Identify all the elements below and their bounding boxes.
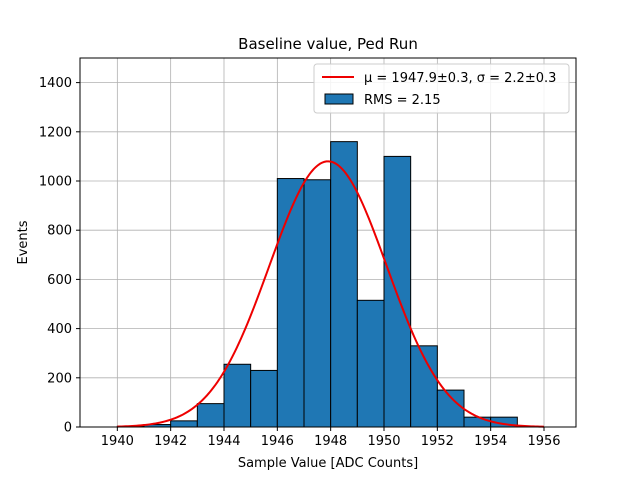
x-tick-label: 1950 bbox=[367, 434, 400, 449]
gaussian-fit-curve bbox=[117, 160, 545, 428]
legend-box bbox=[313, 63, 570, 114]
x-axis-ticks: 1940 1942 1944 1946 1948 1950 1952 1954 1956 bbox=[101, 427, 561, 449]
histogram-bar bbox=[250, 369, 278, 428]
histogram-bar bbox=[436, 389, 465, 428]
histogram-bar bbox=[223, 363, 252, 428]
x-tick-label: 1948 bbox=[314, 434, 347, 449]
y-tick-label: 400 bbox=[47, 322, 72, 337]
axes-frame bbox=[79, 57, 577, 428]
y-tick-label: 0 bbox=[64, 421, 72, 436]
y-tick-label: 800 bbox=[47, 224, 72, 239]
y-tick-label: 1200 bbox=[39, 125, 72, 140]
x-tick-label: 1942 bbox=[154, 434, 187, 449]
histogram-bar bbox=[276, 178, 305, 428]
histogram-bar bbox=[463, 416, 492, 428]
y-axis-label: Events bbox=[16, 220, 31, 264]
y-tick-label: 200 bbox=[47, 371, 72, 386]
y-tick-label: 1400 bbox=[39, 76, 72, 91]
y-axis-ticks: 0 200 400 600 800 1000 1200 1400 bbox=[39, 76, 80, 436]
histogram-bar bbox=[303, 179, 332, 428]
x-axis-label: Sample Value [ADC Counts] bbox=[238, 456, 418, 471]
histogram-bar bbox=[170, 420, 198, 428]
histogram-bar bbox=[383, 155, 412, 428]
y-tick-label: 1000 bbox=[39, 175, 72, 190]
histogram-bar bbox=[196, 403, 225, 428]
x-tick-label: 1940 bbox=[101, 434, 134, 449]
x-tick-label: 1946 bbox=[261, 434, 294, 449]
legend-fit-label: μ = 1947.9±0.3, σ = 2.2±0.3 bbox=[364, 71, 556, 86]
x-tick-label: 1956 bbox=[527, 434, 560, 449]
x-tick-label: 1954 bbox=[474, 434, 507, 449]
fit-curve-group bbox=[117, 160, 545, 428]
x-tick-label: 1952 bbox=[421, 434, 454, 449]
legend: μ = 1947.9±0.3, σ = 2.2±0.3 RMS = 2.15 bbox=[313, 63, 570, 114]
y-tick-label: 600 bbox=[47, 273, 72, 288]
x-tick-label: 1944 bbox=[207, 434, 240, 449]
chart-title: Baseline value, Ped Run bbox=[238, 35, 418, 53]
histogram-bars bbox=[116, 141, 518, 428]
legend-hist-patch-swatch bbox=[324, 93, 354, 105]
histogram-bar bbox=[356, 299, 385, 428]
legend-rms-label: RMS = 2.15 bbox=[364, 93, 441, 108]
